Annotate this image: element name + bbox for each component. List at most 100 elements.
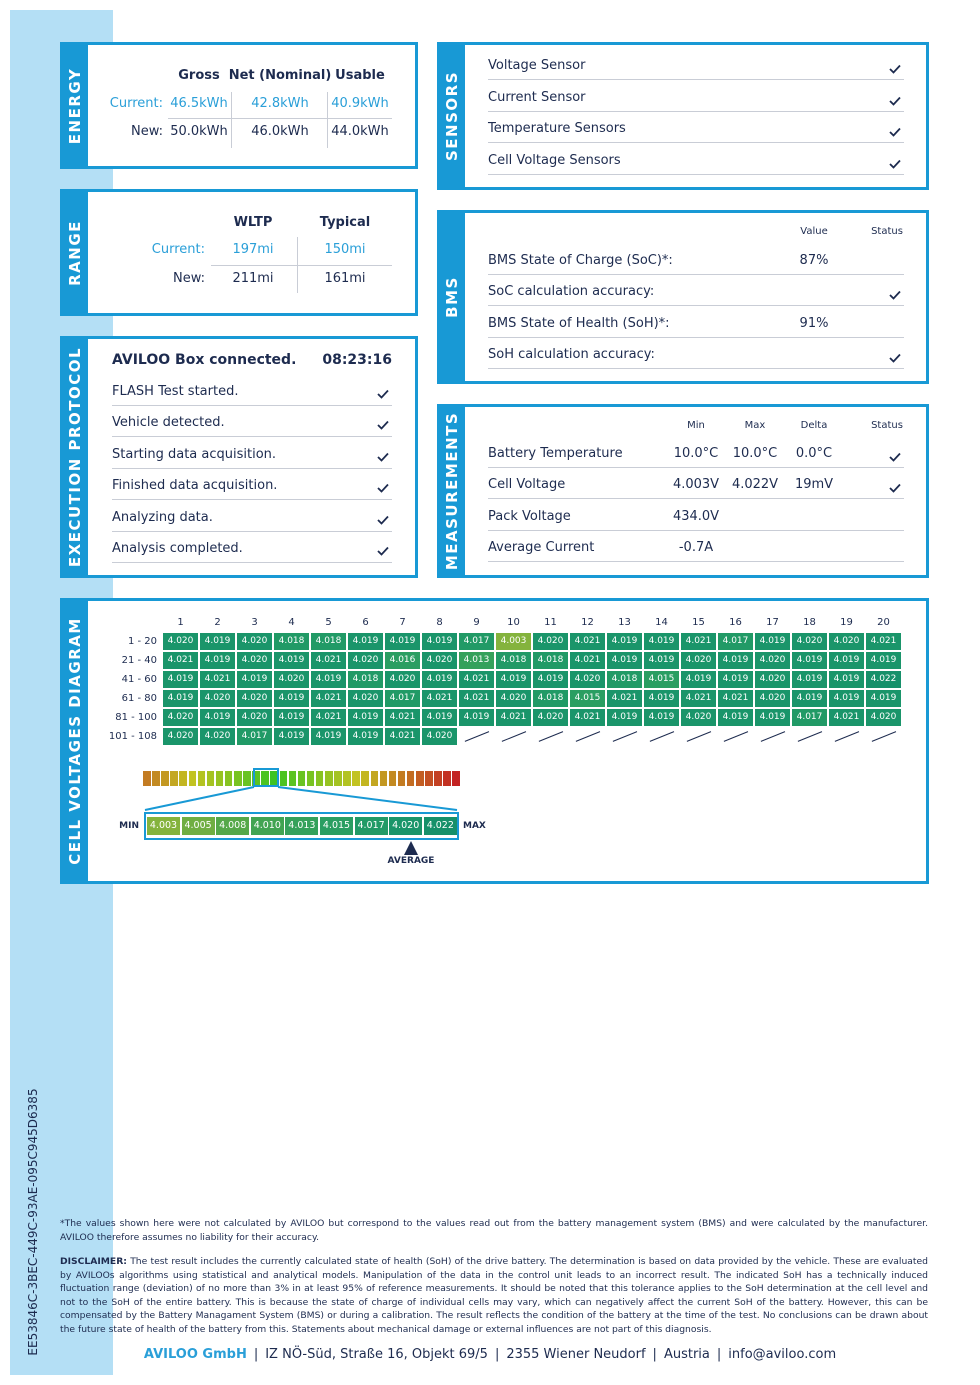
value: 46.0kWh	[251, 124, 309, 139]
cell-voltage: 4.019	[607, 652, 642, 669]
gradient-square	[161, 771, 169, 786]
cell-voltage: 4.021	[311, 690, 346, 707]
cell-voltage: 4.015	[644, 671, 679, 688]
check-path	[377, 515, 389, 525]
legend-min: MIN	[119, 821, 139, 831]
cell-voltage: 4.020	[274, 671, 309, 688]
average-arrow	[404, 841, 418, 855]
cell-voltage: 4.019	[792, 652, 827, 669]
cell-voltage: 4.019	[496, 671, 531, 688]
column-number: 1	[177, 617, 184, 628]
divider	[168, 118, 392, 119]
gradient-square	[379, 771, 388, 786]
cell-voltage: 4.020	[866, 709, 901, 726]
cell-voltage: 4.019	[348, 728, 383, 745]
check-path	[889, 353, 901, 363]
panel-band	[437, 404, 465, 578]
value: 0.0°C	[795, 446, 833, 461]
cell-voltage: 4.020	[681, 709, 716, 726]
footer-part: info@aviloo.com	[728, 1347, 837, 1362]
row-label: 21 - 40	[121, 654, 157, 666]
check-path	[889, 128, 901, 138]
divider	[112, 436, 392, 438]
gradient-square	[170, 771, 178, 786]
cell-voltage: 4.021	[570, 652, 605, 669]
row-label: 81 - 100	[115, 711, 157, 723]
check-icon	[377, 484, 389, 493]
cell-voltage: 4.018	[311, 633, 346, 650]
row-label: SoC calculation accuracy:	[488, 284, 655, 300]
footer-separator: |	[652, 1347, 657, 1362]
row-label: 61 - 80	[121, 692, 157, 704]
cell-voltage: 4.013	[459, 652, 494, 669]
cell-voltage: 4.019	[607, 633, 642, 650]
cell-voltage: 4.020	[681, 652, 716, 669]
gradient-square	[234, 771, 242, 786]
gradient-square	[325, 771, 333, 786]
gradient-square	[443, 771, 451, 786]
gradient-square	[388, 771, 397, 786]
cell-voltage: 4.018	[274, 633, 309, 650]
gradient-square	[343, 771, 351, 786]
protocol-step: Vehicle detected.	[112, 415, 225, 431]
panel-band	[60, 189, 88, 316]
cell-voltage: 4.019	[274, 728, 309, 745]
column-number: 6	[362, 617, 369, 628]
column-header: Net (Nominal)	[228, 68, 332, 83]
cell-voltage: 4.020	[422, 728, 457, 745]
cell-voltage: 4.021	[311, 652, 346, 669]
value: 87%	[799, 253, 829, 268]
gradient-square	[288, 771, 297, 786]
footer-company: AVILOO GmbH	[143, 1347, 247, 1362]
cell-voltage: 4.019	[422, 671, 457, 688]
cell-voltage: 4.020	[237, 709, 272, 726]
cell-voltage: 4.021	[829, 709, 864, 726]
divider	[488, 336, 904, 338]
cell-voltage: 4.017	[718, 633, 753, 650]
row-label: SoH calculation accuracy:	[488, 346, 655, 362]
gradient-highlight	[253, 768, 279, 787]
column-number: 16	[729, 617, 742, 628]
check-icon	[889, 159, 901, 169]
divider	[112, 499, 392, 501]
divider	[488, 560, 904, 562]
cell-voltage: 4.021	[163, 652, 198, 669]
cell-voltage: 4.020	[755, 690, 790, 707]
check-path	[377, 389, 389, 399]
protocol-step: FLASH Test started.	[112, 384, 239, 399]
gradient-square	[152, 771, 160, 786]
cell-voltage: 4.019	[237, 671, 272, 688]
cell-voltage: 4.021	[385, 728, 420, 745]
divider	[112, 467, 392, 469]
cell-voltage: 4.020	[829, 633, 864, 650]
check-icon	[377, 546, 389, 556]
gradient-square	[361, 771, 369, 786]
cell-voltage: 4.021	[385, 709, 420, 726]
protocol-step: Analyzing data.	[112, 509, 213, 525]
cell-voltage: 4.021	[459, 671, 494, 688]
gradient-square	[188, 771, 196, 786]
cell-voltage: 4.021	[570, 709, 605, 726]
divider	[112, 530, 392, 532]
row-label: Current:	[109, 96, 163, 111]
column-number: 8	[436, 617, 443, 628]
check-icon	[889, 291, 901, 301]
value: 42.8kWh	[251, 96, 309, 111]
cell-voltage: 4.020	[163, 728, 198, 745]
protocol-header: AVILOO Box connected.	[112, 352, 297, 368]
value: 4.003V	[672, 477, 720, 493]
cell-voltage: 4.019	[348, 633, 383, 650]
cell-voltage: 4.020	[200, 728, 235, 745]
column-header: WLTP	[233, 215, 273, 230]
panel	[437, 404, 929, 578]
cell-voltage: 4.019	[644, 633, 679, 650]
cell-voltage: 4.020	[237, 690, 272, 707]
column-header: Status	[871, 226, 903, 237]
panel-title: BMS	[443, 276, 461, 318]
check-path	[889, 159, 901, 169]
cell-voltage: 4.019	[755, 709, 790, 726]
row-label: Current:	[151, 242, 205, 257]
row-label: New:	[172, 271, 205, 286]
value: 434.0V	[672, 508, 720, 524]
